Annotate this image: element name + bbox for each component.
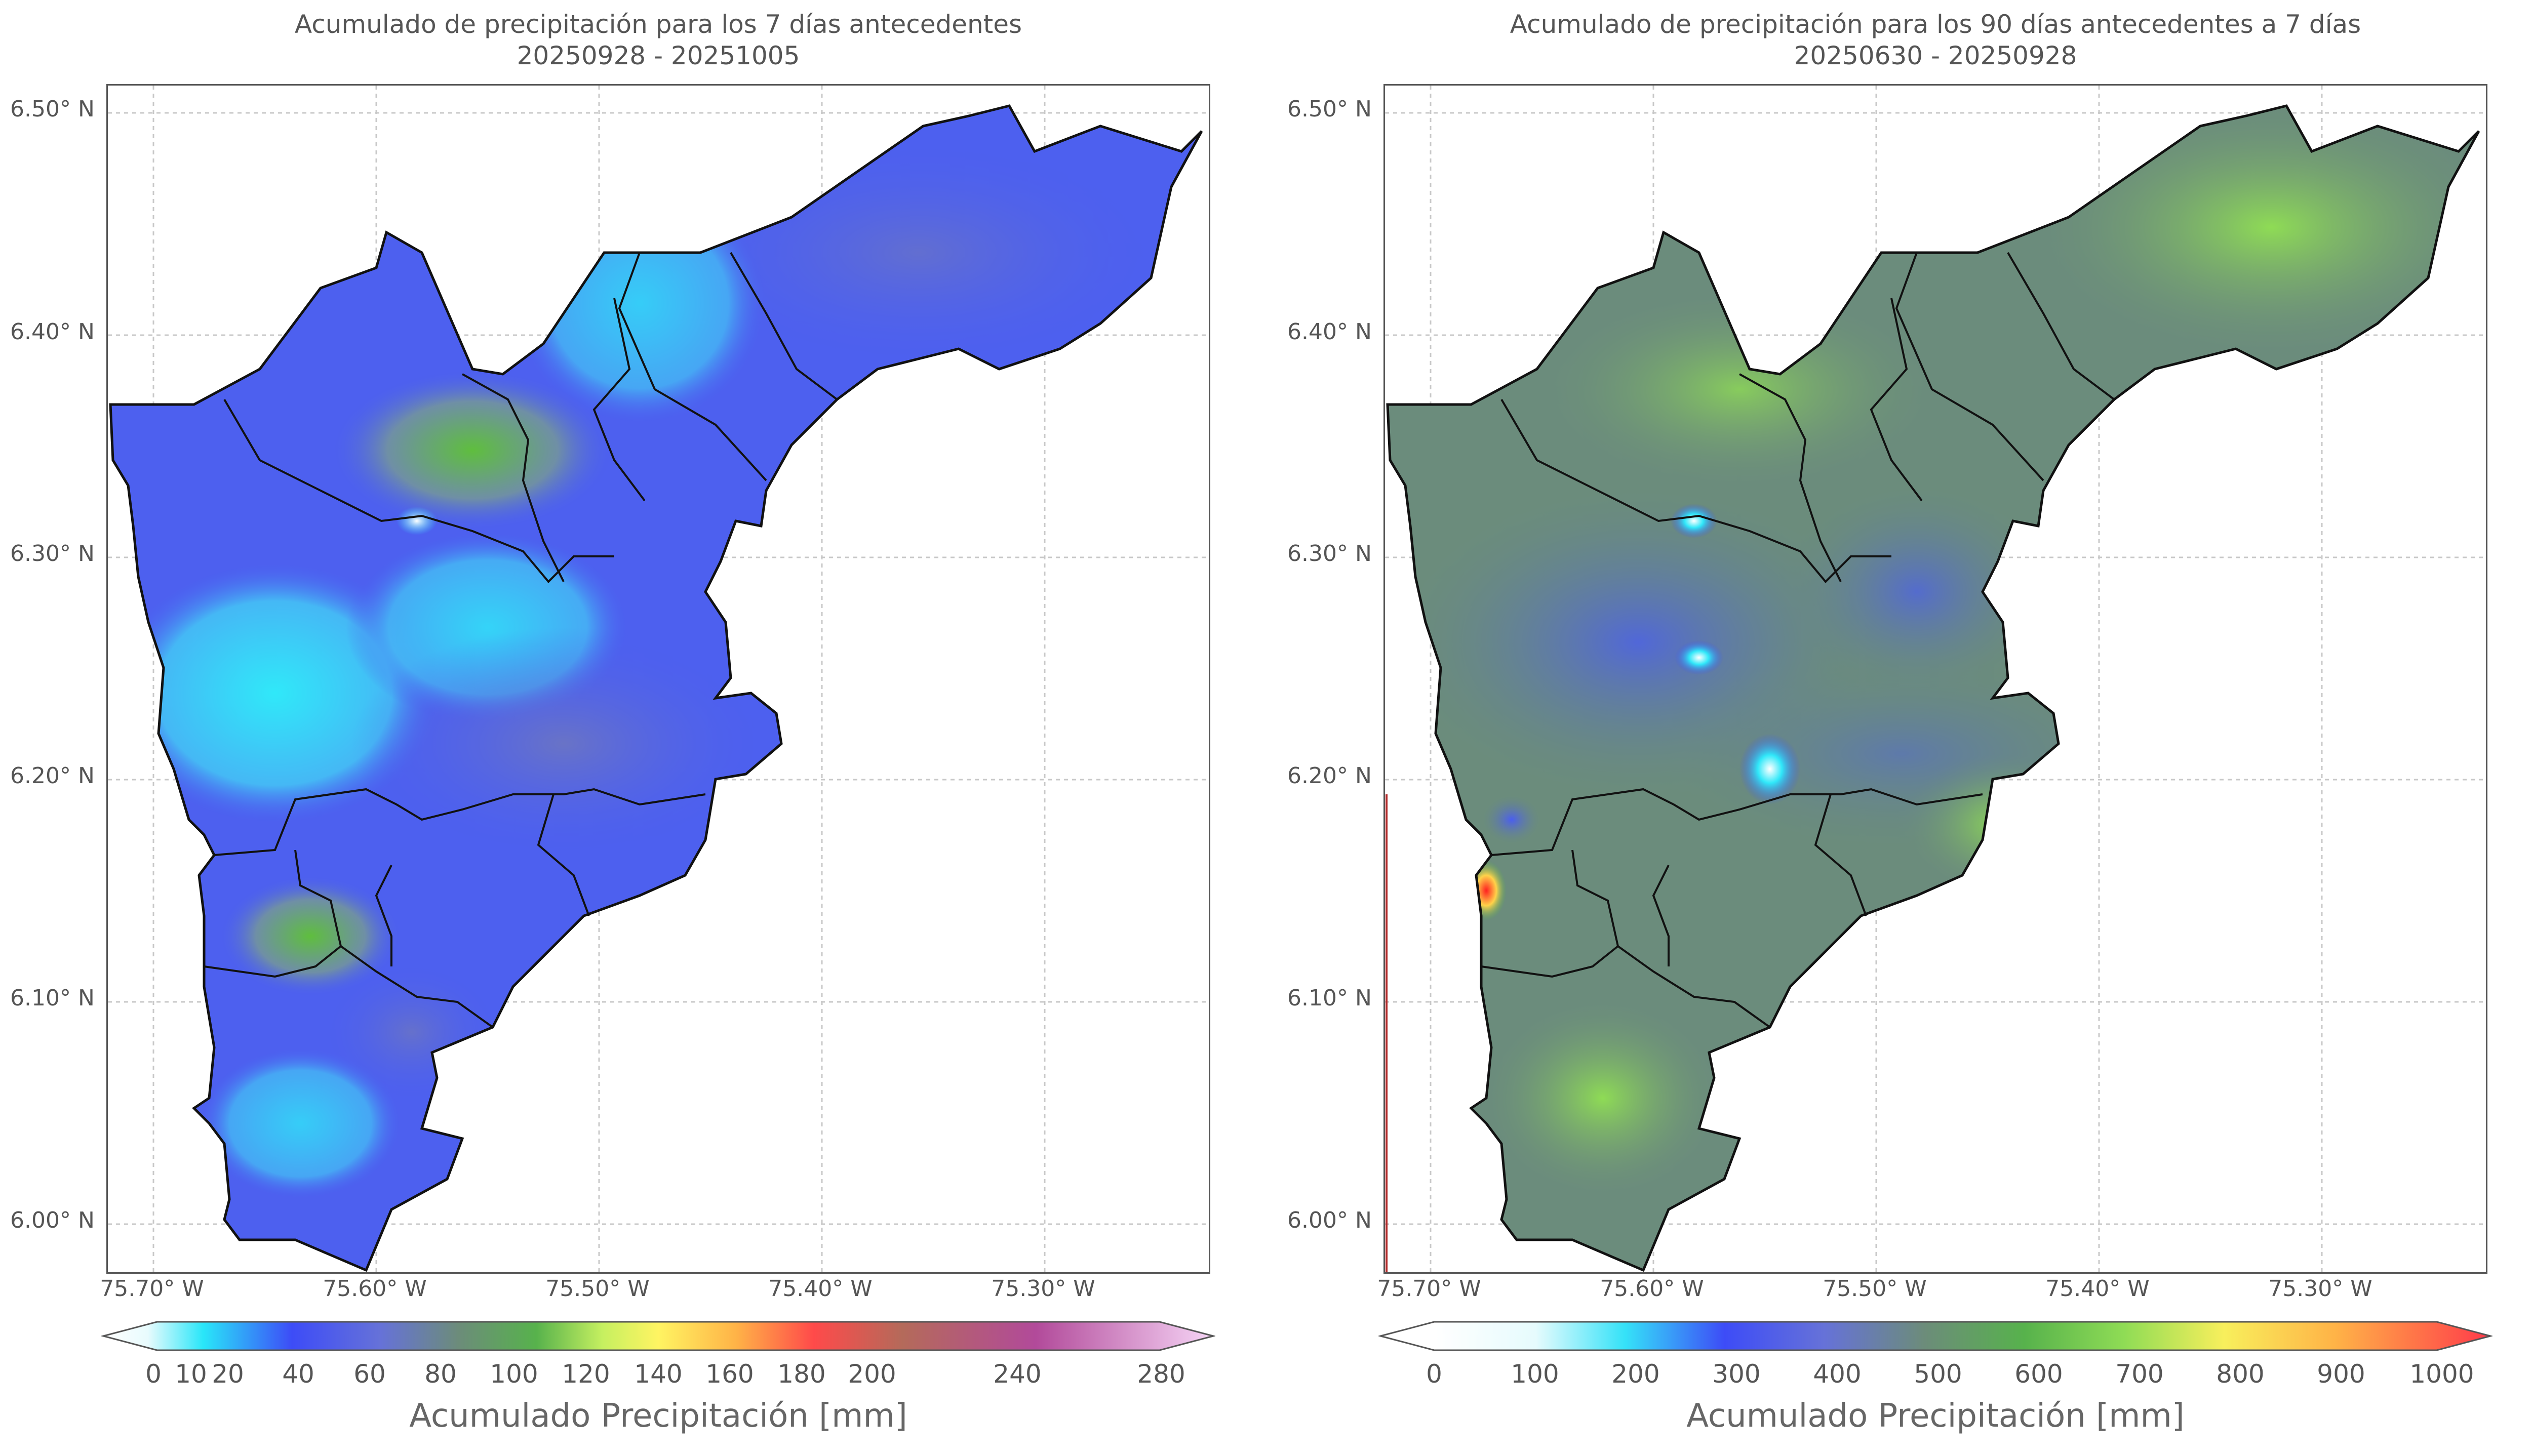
colorbar-tick: 100	[490, 1359, 538, 1389]
lat-label: 6.50° N	[1287, 96, 1372, 122]
lat-label: 6.30° N	[1287, 541, 1372, 567]
map-canvas	[108, 86, 1209, 1272]
sub-basin-lines	[1481, 252, 2115, 1028]
colorbar-tick: 120	[562, 1359, 610, 1389]
colorbar-tick: 180	[777, 1359, 826, 1389]
colorbar-tick: 40	[282, 1359, 314, 1389]
colorbar-tick: 80	[424, 1359, 457, 1389]
lat-label: 6.20° N	[1287, 763, 1372, 789]
precipitation-map[interactable]	[106, 84, 1210, 1274]
lat-label: 6.40° N	[10, 319, 95, 345]
colorbar-tick: 140	[634, 1359, 683, 1389]
lon-label: 75.60° W	[1600, 1276, 1704, 1302]
precipitation-map[interactable]	[1383, 84, 2487, 1274]
colorbar-tick: 600	[2014, 1359, 2063, 1389]
colorbar-tick: 800	[2216, 1359, 2265, 1389]
lat-label: 6.10° N	[1287, 985, 1372, 1011]
lat-label: 6.50° N	[10, 96, 95, 122]
lat-label: 6.20° N	[10, 763, 95, 789]
sub-basin-lines	[204, 252, 838, 1028]
map-canvas	[1385, 86, 2486, 1272]
lat-label: 6.00° N	[10, 1207, 95, 1233]
basin-boundary	[1386, 104, 2480, 1272]
map-title: Acumulado de precipitación para los 90 d…	[1510, 10, 2361, 39]
colorbar-tick: 0	[145, 1359, 162, 1389]
lat-label: 6.00° N	[1287, 1207, 1372, 1233]
colorbar	[1378, 1321, 2493, 1351]
map-date-range: 20250630 - 20250928	[1794, 41, 2077, 70]
colorbar-label: Acumulado Precipitación [mm]	[1686, 1397, 2185, 1435]
colorbar-tick: 900	[2317, 1359, 2365, 1389]
colorbar-label: Acumulado Precipitación [mm]	[409, 1397, 907, 1435]
lon-label: 75.30° W	[991, 1276, 1095, 1302]
colorbar-tick: 700	[2115, 1359, 2164, 1389]
lon-label: 75.70° W	[100, 1276, 204, 1302]
colorbar-tick: 200	[848, 1359, 896, 1389]
lon-label: 75.40° W	[2045, 1276, 2150, 1302]
map-panel-90-days: Acumulado de precipitación para los 90 d…	[1277, 0, 2532, 1456]
lat-label: 6.10° N	[10, 985, 95, 1011]
colorbar-tick: 400	[1813, 1359, 1862, 1389]
lon-label: 75.60° W	[323, 1276, 427, 1302]
colorbar-tick: 1000	[2409, 1359, 2474, 1389]
colorbar-tick: 300	[1712, 1359, 1761, 1389]
colorbar-tick: 100	[1511, 1359, 1559, 1389]
colorbar-tick: 0	[1426, 1359, 1442, 1389]
basin-boundary	[109, 104, 1203, 1272]
colorbar-tick: 200	[1611, 1359, 1660, 1389]
colorbar-tick: 500	[1914, 1359, 1962, 1389]
lat-label: 6.30° N	[10, 541, 95, 567]
lat-label: 6.40° N	[1287, 319, 1372, 345]
colorbar-tick: 160	[705, 1359, 754, 1389]
colorbar-tick: 240	[993, 1359, 1042, 1389]
colorbar	[101, 1321, 1215, 1351]
map-date-range: 20250928 - 20251005	[517, 41, 800, 70]
colorbar-tick: 10	[175, 1359, 207, 1389]
colorbar-tick: 60	[353, 1359, 386, 1389]
colorbar-tick: 20	[212, 1359, 244, 1389]
colorbar-tick: 280	[1137, 1359, 1185, 1389]
lon-label: 75.70° W	[1377, 1276, 1481, 1302]
lon-label: 75.30° W	[2268, 1276, 2372, 1302]
lon-label: 75.50° W	[545, 1276, 650, 1302]
lon-label: 75.40° W	[768, 1276, 873, 1302]
map-title: Acumulado de precipitación para los 7 dí…	[294, 10, 1022, 39]
lon-label: 75.50° W	[1823, 1276, 1927, 1302]
map-panel-7-days: Acumulado de precipitación para los 7 dí…	[10, 10, 1215, 1435]
